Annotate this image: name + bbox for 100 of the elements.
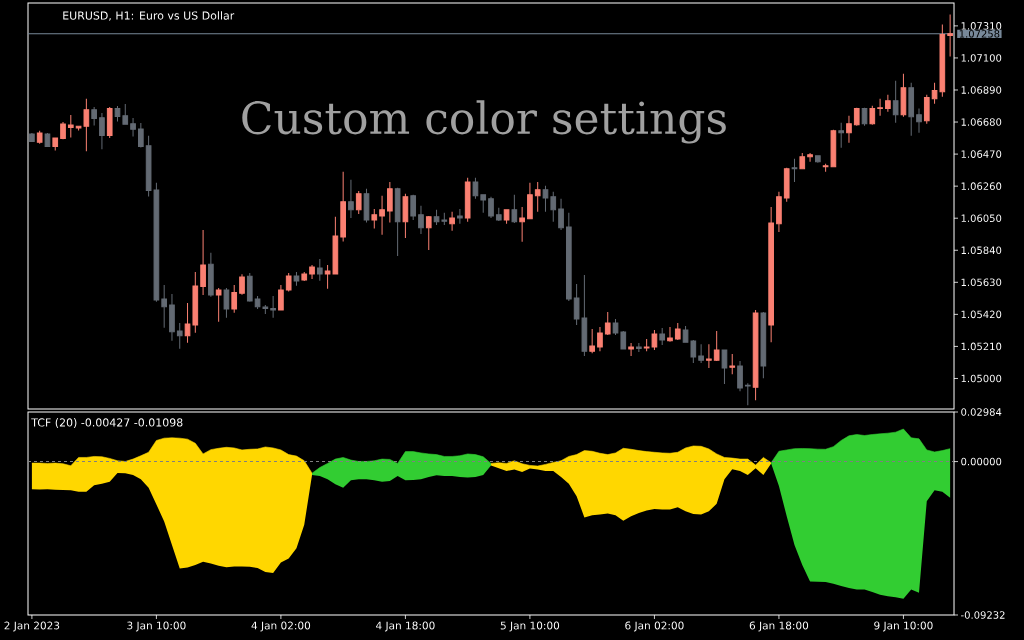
x-tick-label: 4 Jan 02:00 [251, 621, 311, 632]
y-tick-label: 1.05210 [961, 342, 1002, 351]
candlestick [169, 293, 175, 342]
candlestick [472, 177, 479, 200]
x-tick-label: 6 Jan 18:00 [749, 621, 809, 632]
candlestick [270, 295, 276, 319]
candlestick [527, 182, 533, 220]
candlestick [161, 284, 168, 329]
candlestick [231, 284, 238, 314]
candlestick [293, 271, 300, 287]
candlestick [67, 114, 74, 138]
candlestick [519, 206, 525, 243]
candlestick [612, 318, 619, 336]
candlestick [752, 309, 759, 401]
candlestick [869, 105, 876, 126]
candlestick [503, 209, 510, 225]
y-tick-label: 1.05840 [961, 246, 1002, 255]
candlestick [550, 191, 557, 223]
candlestick [620, 330, 627, 350]
candlestick [106, 106, 113, 139]
candlestick [604, 311, 611, 336]
candlestick [776, 191, 782, 233]
x-tick-label: 5 Jan 10:00 [500, 621, 560, 632]
candlestick [371, 208, 378, 230]
ref-line-label: 1.07258 [959, 30, 1000, 38]
candlestick [449, 211, 455, 232]
candlestick [44, 132, 51, 148]
x-tick-label: 9 Jan 10:00 [874, 621, 933, 632]
candlestick [29, 132, 35, 143]
candlestick [480, 194, 487, 214]
candlestick [60, 121, 66, 140]
y-tick-label: 1.06260 [961, 182, 1002, 190]
candlestick [215, 287, 222, 323]
candlestick [760, 311, 767, 379]
candlestick [36, 130, 43, 145]
x-tick-label: 3 Jan 10:00 [127, 621, 186, 632]
candlestick [768, 206, 774, 343]
candlestick [713, 330, 720, 362]
candlestick [916, 108, 922, 134]
y-tick-label: 1.06890 [961, 86, 1002, 94]
candlestick [138, 122, 144, 148]
candlestick [464, 177, 471, 223]
candlestick [597, 326, 603, 352]
candlestick [379, 195, 385, 236]
candlestick [892, 80, 899, 124]
candlestick [737, 360, 743, 392]
candlestick [52, 137, 59, 151]
candlestick [200, 229, 206, 296]
y-tick-label: 1.06470 [961, 150, 1002, 158]
candlestick [908, 82, 915, 137]
y-tick-label: 0.02984 [961, 408, 1002, 416]
candlestick [838, 122, 845, 149]
candlestick [301, 271, 308, 282]
candlestick [176, 322, 183, 350]
candlestick [246, 272, 253, 303]
candlestick [91, 106, 97, 126]
candlestick [815, 155, 821, 164]
y-tick-label: 1.07100 [961, 54, 1002, 62]
y-tick-label: 1.06050 [961, 214, 1002, 222]
candlestick [846, 115, 852, 144]
candlestick [628, 342, 634, 357]
candlestick [410, 194, 417, 221]
candlestick [861, 107, 868, 127]
candlestick [636, 342, 642, 353]
candlestick [791, 158, 798, 183]
x-tick-label: 4 Jan 18:00 [376, 621, 435, 632]
y-tick-label: 1.05420 [961, 310, 1002, 319]
candlestick [278, 284, 284, 311]
candlestick [900, 73, 907, 118]
y-tick-label: 1.07310 [961, 22, 1002, 30]
candlestick [565, 212, 572, 302]
candlestick [348, 179, 354, 219]
candlestick [208, 252, 214, 298]
candlestick [340, 171, 346, 243]
candlestick [783, 167, 790, 203]
candlestick [239, 273, 245, 296]
candlestick [122, 103, 129, 126]
x-tick-label: 2 Jan 2023 [4, 621, 60, 632]
candlestick [744, 382, 751, 406]
candlestick [807, 152, 813, 163]
candlestick [659, 327, 666, 346]
y-tick-label: -0.09232 [961, 611, 1005, 619]
candlestick [387, 181, 393, 223]
candlestick [698, 343, 704, 364]
y-tick-label: 1.05000 [961, 374, 1002, 383]
candlestick [589, 328, 595, 354]
candlestick [853, 107, 860, 127]
candlestick [457, 208, 463, 225]
candlestick [425, 215, 432, 251]
y-tick-label: 1.05630 [961, 278, 1002, 287]
candlestick [316, 258, 323, 282]
candlestick [363, 188, 370, 223]
candlestick [885, 94, 891, 113]
chart-title: TCF (20) -0.00427 -0.01098 [31, 418, 183, 428]
candlestick [130, 117, 136, 137]
candlestick [923, 94, 930, 125]
candlestick [495, 207, 502, 222]
x-tick-label: 6 Jan 02:00 [625, 621, 684, 632]
candlestick [667, 326, 673, 343]
candlestick [558, 198, 564, 231]
